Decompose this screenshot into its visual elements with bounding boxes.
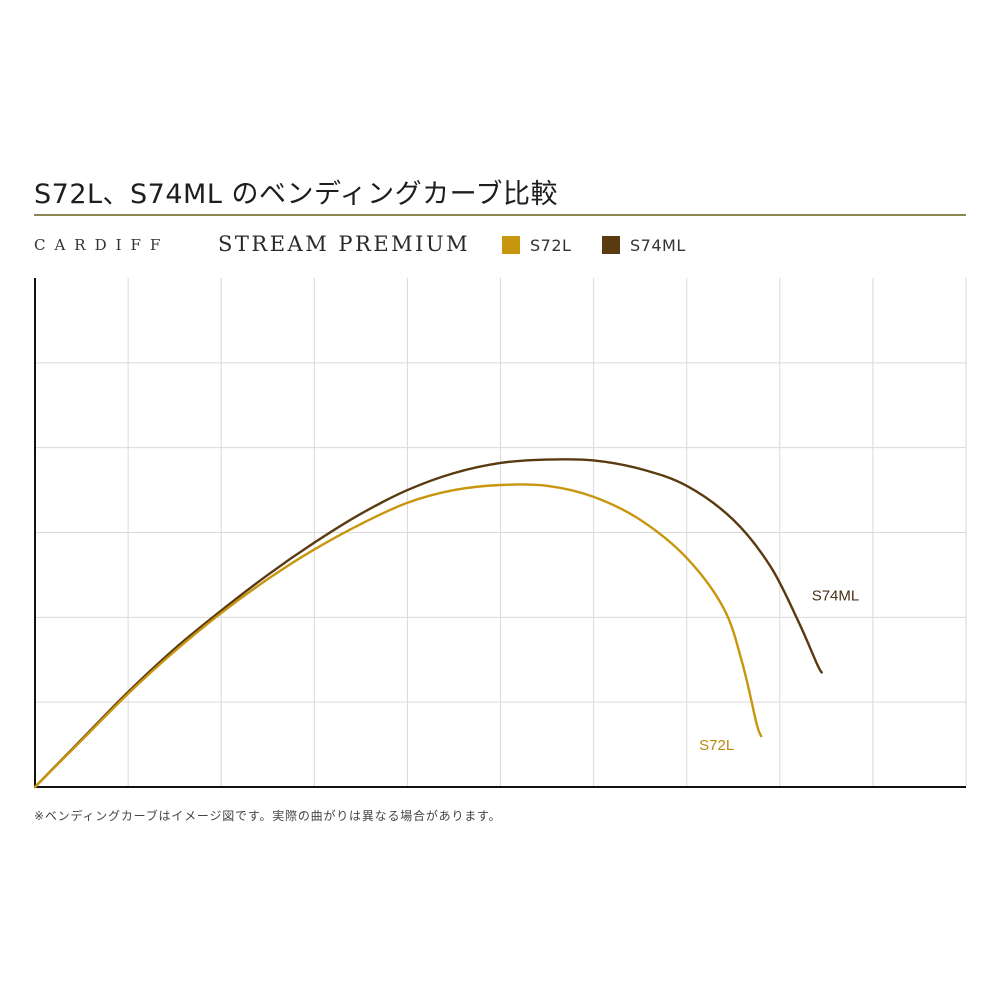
series-line-s74ml bbox=[33, 458, 823, 789]
series-line-s72l bbox=[33, 483, 763, 789]
product-line-name: STREAM PREMIUM bbox=[218, 232, 471, 256]
page-title: S72L、S74ML のベンディングカーブ比較 bbox=[34, 179, 558, 210]
legend-label-s74ml: S74ML bbox=[630, 235, 686, 255]
title-divider bbox=[34, 214, 966, 216]
legend-item-s74ml: S74ML bbox=[602, 234, 686, 256]
legend-label-s72l: S72L bbox=[530, 235, 572, 255]
legend-swatch-s72l bbox=[502, 236, 520, 254]
legend-swatch-s74ml bbox=[602, 236, 620, 254]
legend-item-s72l: S72L bbox=[502, 234, 571, 256]
series-label-s72l: S72L bbox=[699, 737, 734, 754]
series-label-s74ml: S74ML bbox=[812, 587, 860, 604]
disclaimer-note: ※ベンディングカーブはイメージ図です。実際の曲がりは異なる場合があります。 bbox=[34, 809, 502, 823]
brand-logo: CARDIFF bbox=[34, 236, 170, 254]
